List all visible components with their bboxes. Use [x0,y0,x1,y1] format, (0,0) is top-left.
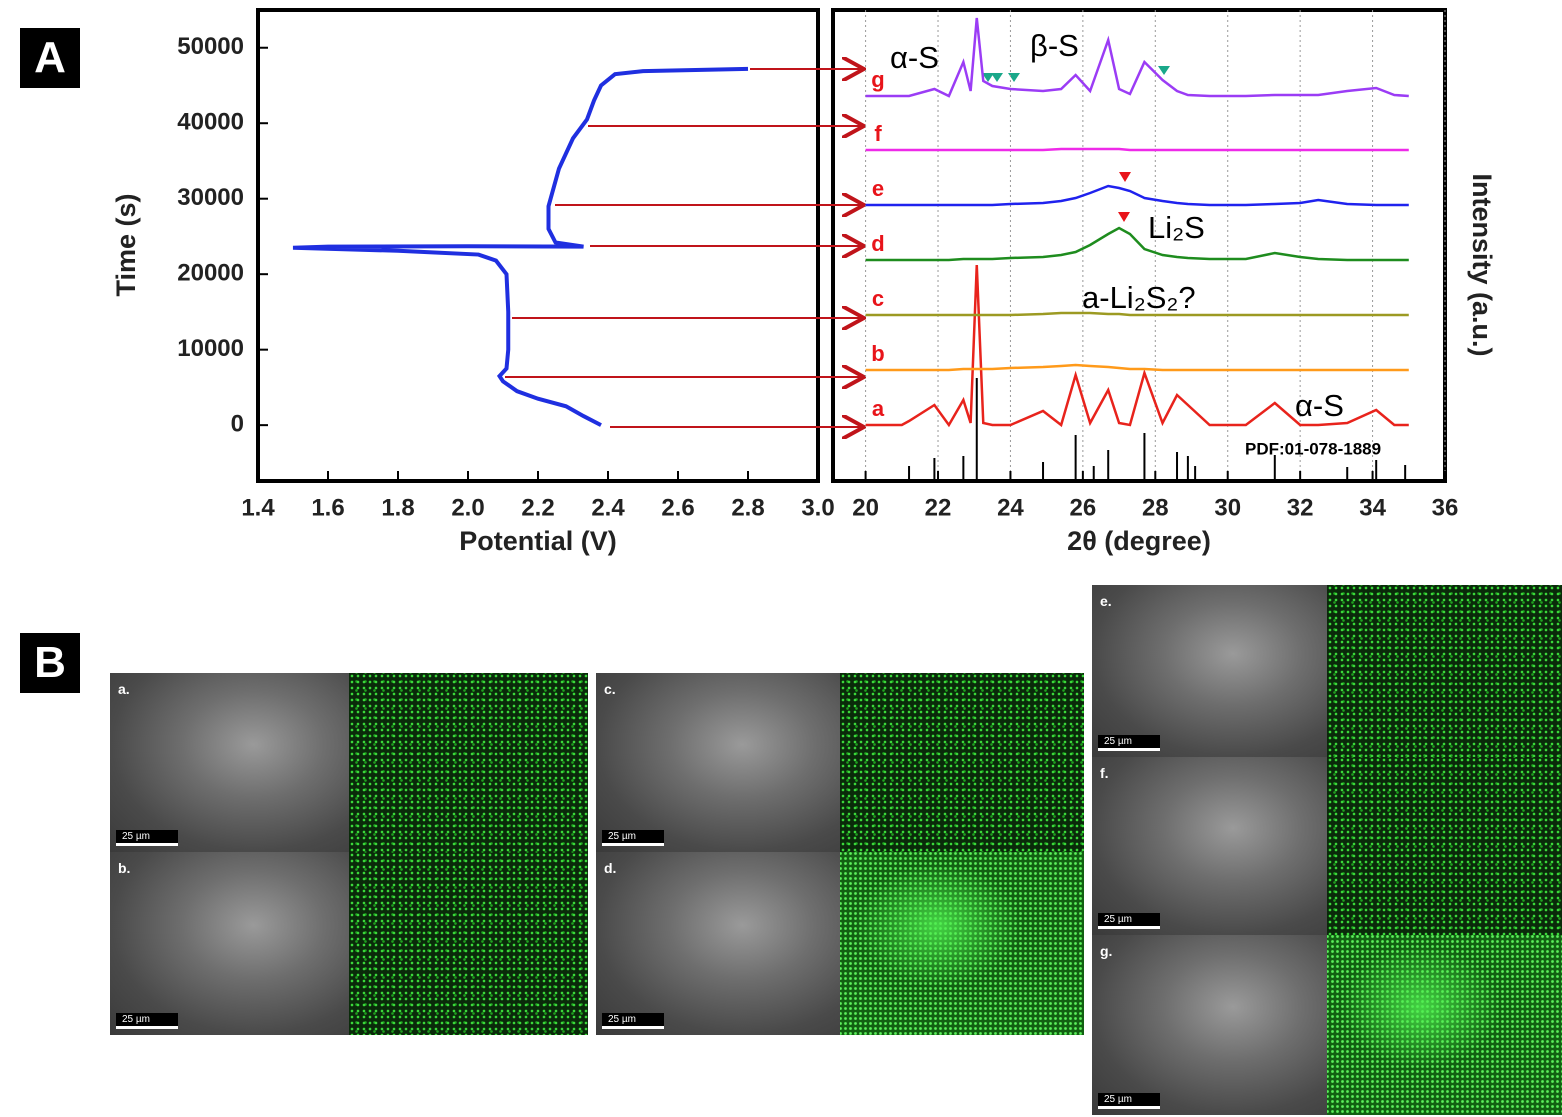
xrd-pattern [865,226,1409,262]
image-label: a. [118,681,130,697]
scale-bar: 25 µm [602,1013,664,1029]
series-label: g [871,67,884,92]
eds-map [349,852,588,1035]
x-tick-label: 1.4 [241,494,275,521]
eds-map [840,852,1084,1035]
scale-bar: 25 µm [1098,1093,1160,1109]
x-tick-label: 2.8 [731,494,764,521]
series-label: d [871,231,884,256]
sem-image: a. 25 µm [110,673,349,852]
x-tick-label: 30 [1214,494,1241,521]
sem-image: f. 25 µm [1092,757,1327,935]
image-label: c. [604,681,616,697]
sem-image: c. 25 µm [596,673,840,852]
y-tick-label: 20000 [177,260,244,287]
eds-map [1327,757,1562,935]
xrd-pattern [865,184,1409,207]
x-tick-label: 32 [1287,494,1314,521]
xrd-pattern [865,17,1409,98]
y-tick-label: 0 [231,410,244,437]
eds-map [1327,935,1562,1115]
y-tick-label: 40000 [177,109,244,136]
sem-image: b. 25 µm [110,852,349,1035]
x-tick-label: 3.0 [801,494,834,521]
x-tick-label: 26 [1070,494,1097,521]
series-label: f [874,121,882,146]
x-tick-label: 36 [1432,494,1459,521]
x-tick-label: 2.6 [661,494,694,521]
x-tick-label: 34 [1359,494,1386,521]
sem-image: d. 25 µm [596,852,840,1035]
series-label: b [871,341,884,366]
series-label: e [872,176,884,201]
series-label: c [872,286,884,311]
scale-bar: 25 µm [116,1013,178,1029]
x-tick-label: 2.2 [521,494,554,521]
xrd-pattern [865,147,1409,152]
scale-bar: 25 µm [1098,913,1160,929]
y-tick-label: 50000 [177,33,244,60]
image-label: e. [1100,593,1112,609]
x-tick-label: 2.4 [591,494,625,521]
y-axis-label: Intensity (a.u.) [1467,173,1497,356]
xrd-pattern [865,264,1409,428]
x-tick-label: 28 [1142,494,1169,521]
peak-markers [982,66,1170,222]
panel-label: A [20,28,80,88]
sem-image: e. 25 µm [1092,585,1327,757]
image-label: f. [1100,765,1109,781]
image-label: d. [604,860,617,876]
y-axis-label: Time (s) [111,193,141,296]
x-tick-label: 22 [925,494,952,521]
sem-image: g. 25 µm [1092,935,1327,1115]
chart-area: 1.4 1.6 1.8 2.0 2.2 2.4 2.6 2.8 3.0 0 10000 20000 30… [111,8,1497,556]
scale-bar: 25 µm [116,830,178,846]
annotation: α-S [1295,388,1344,423]
y-tick-label: 30000 [177,184,244,211]
data-line [292,66,749,427]
xrd-pattern [865,311,1409,317]
annotation: Li₂S [1148,210,1205,245]
series-label: a [872,396,885,421]
annotation: α-S [890,40,939,75]
x-tick-label: 1.8 [381,494,414,521]
x-tick-label: 2.0 [451,494,484,521]
x-tick-label: 1.6 [311,494,344,521]
x-axis-label: 2θ (degree) [1067,526,1211,556]
panel-label: B [20,633,80,693]
image-label: g. [1100,943,1113,959]
annotation: a-Li₂S₂? [1082,280,1196,315]
xrd-pattern [865,363,1409,372]
arrows [505,69,862,427]
x-tick-label: 20 [852,494,879,521]
image-label: b. [118,860,131,876]
eds-map [840,673,1084,852]
y-tick-label: 10000 [177,335,244,362]
x-tick-label: 24 [997,494,1024,521]
scale-bar: 25 µm [1098,735,1160,751]
x-axis-label: Potential (V) [459,526,617,556]
reference-label: PDF:01-078-1889 [1245,439,1381,458]
eds-map [1327,585,1562,757]
eds-map [349,673,588,852]
annotation: β-S [1030,28,1079,63]
scale-bar: 25 µm [602,830,664,846]
